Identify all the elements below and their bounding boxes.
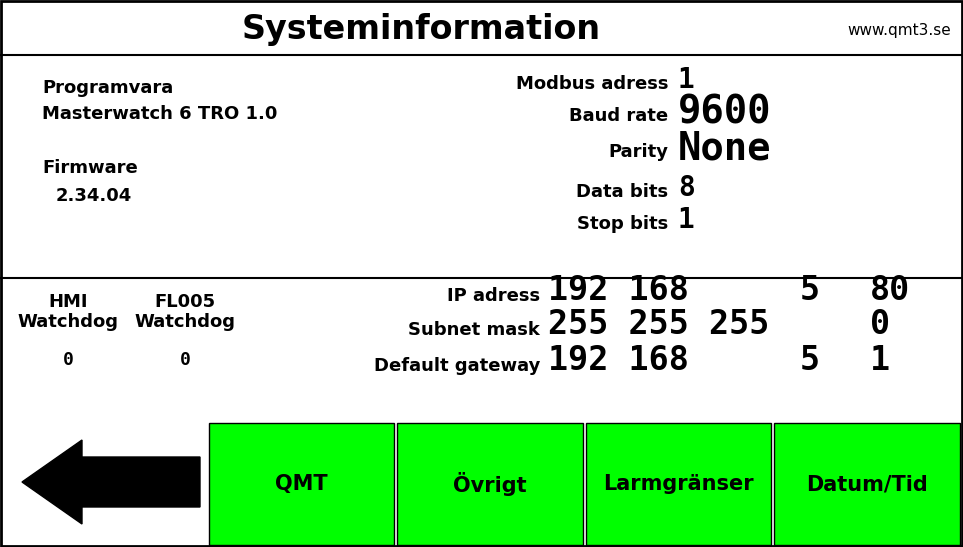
Text: Systeminformation: Systeminformation	[242, 14, 601, 46]
Text: 8: 8	[678, 174, 694, 202]
Text: Firmware: Firmware	[42, 159, 138, 177]
Text: Default gateway: Default gateway	[374, 357, 540, 375]
Text: 1: 1	[678, 66, 694, 94]
Text: Watchdog: Watchdog	[17, 313, 118, 331]
Text: HMI: HMI	[48, 293, 88, 311]
Text: 0: 0	[870, 307, 890, 340]
Bar	[774, 423, 959, 545]
Text: 255 255 255: 255 255 255	[548, 307, 769, 340]
Text: 192 168: 192 168	[548, 274, 689, 306]
Text: FL005: FL005	[154, 293, 216, 311]
Text: Parity: Parity	[608, 143, 668, 161]
Text: 80: 80	[870, 274, 910, 306]
Bar	[209, 423, 394, 545]
Text: 9600: 9600	[678, 93, 771, 131]
Text: None: None	[678, 129, 771, 167]
Bar	[586, 423, 771, 545]
Text: Datum/Tid: Datum/Tid	[806, 474, 927, 494]
Text: Watchdog: Watchdog	[135, 313, 236, 331]
Text: 1: 1	[678, 206, 694, 234]
Bar	[397, 423, 583, 545]
Text: 0: 0	[179, 351, 191, 369]
Text: Övrigt: Övrigt	[453, 472, 527, 496]
Text: Larmgränser: Larmgränser	[603, 474, 754, 494]
Text: 5: 5	[800, 344, 820, 376]
Text: 192 168: 192 168	[548, 344, 689, 376]
Text: Masterwatch 6 TRO 1.0: Masterwatch 6 TRO 1.0	[42, 105, 277, 123]
Text: QMT: QMT	[275, 474, 327, 494]
Text: 1: 1	[870, 344, 890, 376]
Text: Data bits: Data bits	[576, 183, 668, 201]
Text: 5: 5	[800, 274, 820, 306]
Text: Stop bits: Stop bits	[577, 215, 668, 233]
Text: www.qmt3.se: www.qmt3.se	[847, 22, 951, 38]
Text: Modbus adress: Modbus adress	[515, 75, 668, 93]
Text: Programvara: Programvara	[42, 79, 173, 97]
Text: IP adress: IP adress	[447, 287, 540, 305]
Text: Baud rate: Baud rate	[569, 107, 668, 125]
Text: 0: 0	[63, 351, 73, 369]
Polygon shape	[22, 440, 200, 524]
Text: Subnet mask: Subnet mask	[408, 321, 540, 339]
Text: 2.34.04: 2.34.04	[56, 187, 132, 205]
